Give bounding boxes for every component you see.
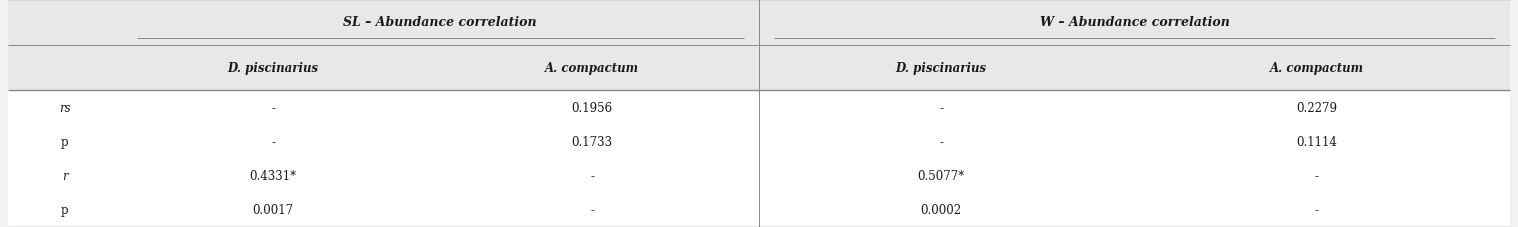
Text: -: - (272, 101, 275, 114)
Text: -: - (591, 203, 594, 217)
Text: rs: rs (59, 101, 70, 114)
Text: W – Abundance correlation: W – Abundance correlation (1040, 16, 1230, 29)
Bar (8, 0, 1510, 45)
Text: 0.5077*: 0.5077* (917, 169, 965, 183)
Text: -: - (940, 135, 943, 148)
Text: 0.1956: 0.1956 (571, 101, 613, 114)
Text: p: p (61, 203, 68, 217)
Text: A. compactum: A. compactum (545, 62, 639, 75)
Text: D. piscinarius: D. piscinarius (228, 62, 319, 75)
Text: -: - (591, 169, 594, 183)
Text: 0.2279: 0.2279 (1296, 101, 1337, 114)
Text: -: - (272, 135, 275, 148)
Text: 0.0002: 0.0002 (920, 203, 962, 217)
Text: A. compactum: A. compactum (1271, 62, 1363, 75)
Text: 0.0017: 0.0017 (252, 203, 294, 217)
Text: -: - (1315, 169, 1319, 183)
Text: 0.1733: 0.1733 (571, 135, 613, 148)
Text: -: - (1315, 203, 1319, 217)
Text: 0.4331*: 0.4331* (249, 169, 298, 183)
Text: r: r (62, 169, 67, 183)
Text: 0.1114: 0.1114 (1296, 135, 1337, 148)
Bar (8, 45, 1510, 91)
Text: D. piscinarius: D. piscinarius (896, 62, 987, 75)
Text: SL – Abundance correlation: SL – Abundance correlation (343, 16, 537, 29)
Text: p: p (61, 135, 68, 148)
Text: -: - (940, 101, 943, 114)
